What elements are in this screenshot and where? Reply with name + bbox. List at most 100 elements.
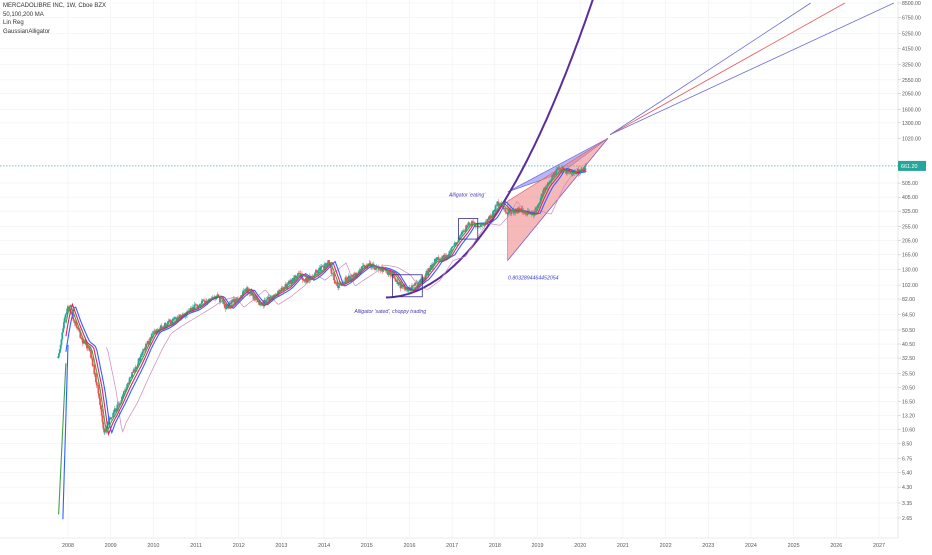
candle-body	[370, 264, 372, 268]
candle-body	[141, 351, 144, 355]
legend-symbol[interactable]: MERCADOLIBRE INC, 1W, Cboe BZX	[3, 3, 107, 9]
candle-body	[99, 404, 102, 410]
candle-body	[193, 304, 196, 310]
candle-body	[137, 358, 140, 365]
x-tick-label: 2022	[660, 543, 672, 549]
candle-body	[360, 266, 363, 270]
candle-body	[116, 404, 119, 411]
candle-body	[252, 294, 255, 300]
candle-body	[95, 373, 97, 383]
candle-body	[218, 297, 221, 302]
candle-body	[270, 295, 273, 297]
candle-body	[64, 314, 67, 318]
candle-body	[128, 377, 131, 384]
candle-body	[82, 341, 85, 344]
x-tick-label: 2026	[830, 543, 842, 549]
candle-body	[453, 243, 456, 246]
annotation-alligator-eating: Alligator 'eating'	[448, 192, 486, 198]
legend-gaussian-alligator[interactable]: GaussianAlligator	[3, 28, 51, 35]
moving-average-line	[106, 168, 586, 433]
candle-body	[58, 353, 60, 357]
candle-body	[370, 267, 373, 268]
y-tick-label: 1300.00	[902, 121, 921, 127]
candle-body	[190, 308, 193, 310]
candle-body	[502, 203, 504, 210]
candle-body	[103, 428, 106, 433]
candle-body	[554, 173, 557, 175]
candle-body	[113, 411, 115, 413]
candle-body	[317, 270, 320, 274]
y-tick-label: 20.50	[902, 385, 915, 391]
candle-body	[140, 354, 142, 358]
candle-body	[91, 357, 94, 366]
y-tick-label: 2.65	[902, 516, 912, 522]
candle-body	[306, 278, 309, 283]
candle-body	[491, 214, 494, 216]
candle-body	[283, 287, 285, 290]
candle-body	[111, 416, 114, 418]
candle-body	[147, 341, 150, 345]
candle-body	[149, 337, 152, 344]
candle-body	[470, 221, 473, 225]
y-tick-label: 16.50	[902, 399, 915, 405]
candle-body	[67, 306, 69, 309]
candle-body	[345, 277, 348, 280]
candle-body	[364, 267, 367, 269]
candle-body	[169, 319, 172, 325]
legend-moving-averages[interactable]: 50,100,200 MA	[3, 11, 44, 18]
candle-body	[142, 349, 145, 352]
candle-body	[442, 256, 445, 260]
candle-body	[157, 332, 160, 333]
y-tick-label: 8500.00	[902, 1, 921, 7]
y-tick-label: 2050.00	[902, 92, 921, 98]
candle-body	[537, 205, 540, 206]
y-tick-label: 6750.00	[902, 16, 921, 22]
alligator-jaw-line	[65, 168, 587, 435]
y-tick-label: 10.60	[902, 428, 915, 434]
candle-body	[352, 274, 355, 277]
candle-body	[415, 282, 418, 284]
candle-body	[173, 318, 175, 320]
candle-body	[450, 248, 453, 252]
candle-body	[136, 366, 138, 369]
candle-body	[548, 181, 551, 183]
annotations: Alligator 'eating' Alligator 'sated', cho…	[353, 192, 558, 315]
candle-body	[61, 332, 64, 340]
candle-body	[281, 287, 284, 289]
candle-body	[503, 208, 506, 210]
candle-body	[139, 357, 142, 361]
candle-body	[174, 317, 177, 318]
candle-body	[494, 205, 497, 210]
candle-body	[386, 270, 389, 275]
candle-body	[131, 372, 133, 378]
candle-body	[328, 260, 330, 264]
candle-body	[549, 180, 552, 182]
candle-body	[498, 203, 500, 206]
legend-linear-regression[interactable]: Lin Reg	[3, 20, 24, 27]
annotation-alligator-sated: Alligator 'sated', choppy trading	[353, 309, 426, 315]
candle-body	[396, 280, 399, 283]
candle-body	[469, 224, 472, 226]
y-tick-label: 130.00	[902, 268, 918, 274]
candle-body	[217, 294, 220, 297]
y-tick-label: 50.50	[902, 328, 915, 334]
y-tick-label: 505.00	[902, 181, 918, 187]
candle-body	[584, 165, 587, 168]
candle-body	[93, 365, 96, 375]
candle-body	[280, 287, 283, 292]
candle-body	[528, 210, 531, 212]
y-tick-label: 165.00	[902, 252, 918, 258]
candle-body	[234, 300, 237, 304]
candle-body	[326, 262, 329, 265]
x-tick-label: 2011	[190, 543, 202, 549]
y-tick-label: 5.40	[902, 471, 912, 477]
candle-body	[536, 205, 539, 208]
candle-body	[265, 299, 268, 301]
candle-body	[63, 322, 65, 329]
candle-body	[507, 210, 510, 214]
candle-body	[291, 280, 294, 284]
y-tick-label: 205.00	[902, 239, 918, 245]
candle-body	[506, 212, 509, 214]
